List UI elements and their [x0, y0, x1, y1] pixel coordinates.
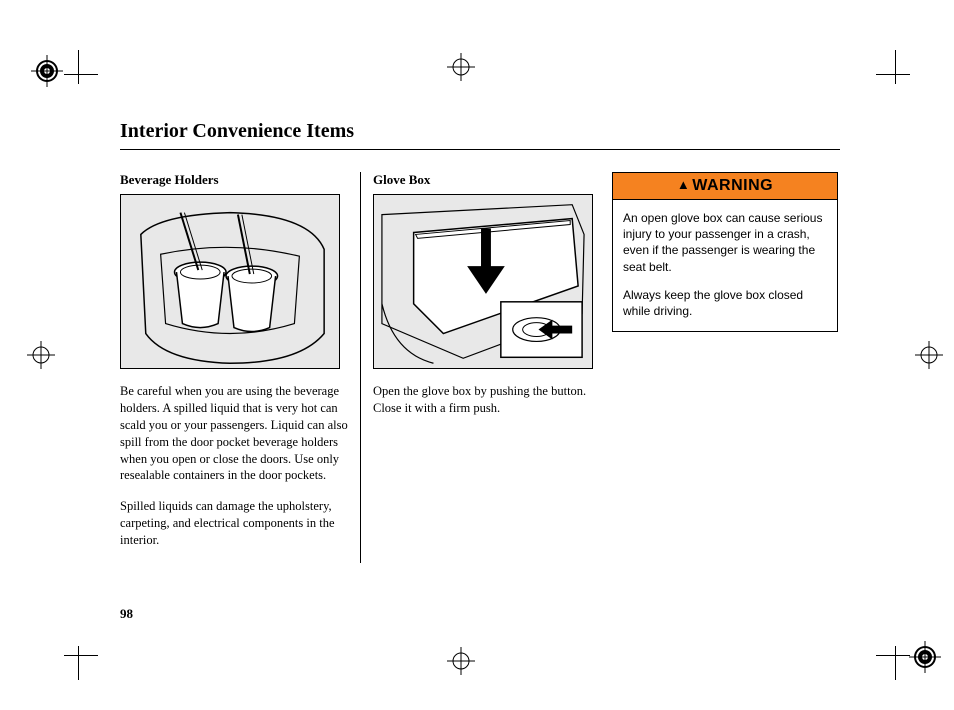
column-beverage-holders: Beverage Holders	[120, 172, 360, 563]
title-rule	[120, 149, 840, 150]
illustration-beverage-holders	[120, 194, 340, 369]
warning-icon: ▲	[677, 177, 690, 192]
crosshair-mark	[914, 340, 944, 370]
warning-paragraph: An open glove box can cause serious inju…	[623, 210, 827, 275]
page-number: 98	[120, 606, 133, 622]
body-paragraph: Spilled liquids can damage the upholster…	[120, 498, 348, 549]
illustration-glove-box	[373, 194, 593, 369]
crosshair-mark	[446, 52, 476, 82]
registration-mark	[908, 640, 942, 674]
registration-mark	[30, 54, 64, 88]
page-title: Interior Convenience Items	[120, 120, 840, 143]
body-paragraph: Open the glove box by pushing the button…	[373, 383, 588, 417]
subheading: Beverage Holders	[120, 172, 348, 188]
columns: Beverage Holders	[120, 172, 840, 563]
subheading: Glove Box	[373, 172, 588, 188]
body-paragraph: Be careful when you are using the bevera…	[120, 383, 348, 484]
crosshair-mark	[446, 646, 476, 676]
warning-paragraph: Always keep the glove box closed while d…	[623, 287, 827, 319]
page-content: Interior Convenience Items Beverage Hold…	[120, 120, 840, 563]
warning-box: ▲WARNING An open glove box can cause ser…	[612, 172, 838, 332]
column-warning: ▲WARNING An open glove box can cause ser…	[600, 172, 840, 563]
warning-header: ▲WARNING	[613, 173, 837, 200]
crosshair-mark	[26, 340, 56, 370]
warning-label: WARNING	[692, 177, 773, 194]
warning-body: An open glove box can cause serious inju…	[613, 200, 837, 331]
column-glove-box: Glove Box Open the glove box b	[360, 172, 600, 563]
